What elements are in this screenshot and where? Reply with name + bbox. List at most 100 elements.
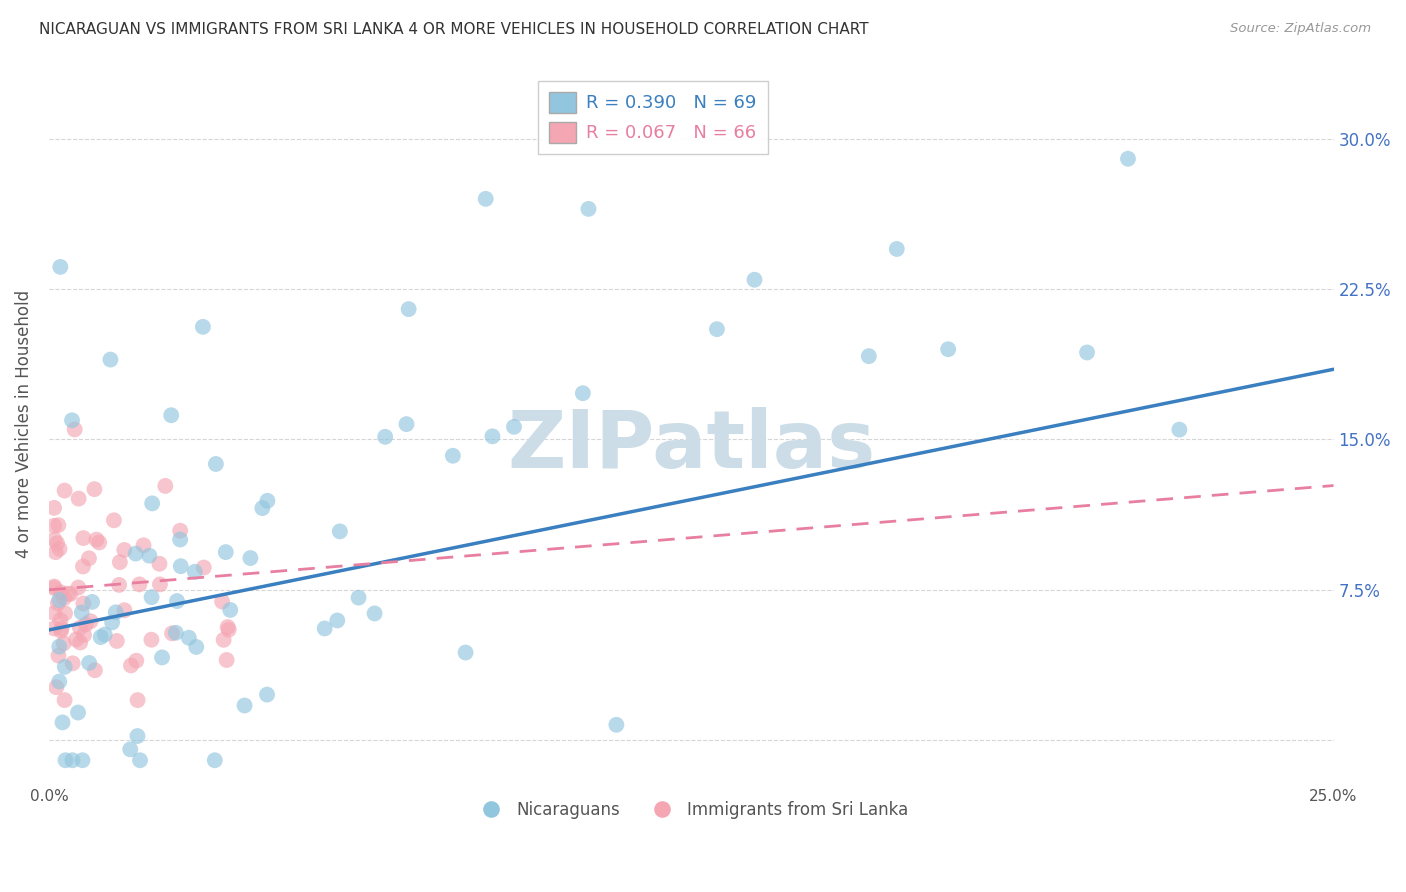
Point: [572, 386, 595, 401]
Point: [49, 260, 72, 274]
Point: [186, 640, 208, 654]
Point: [165, 625, 187, 640]
Point: [395, 417, 418, 431]
Point: [184, 565, 207, 579]
Point: [48, 541, 70, 556]
Point: [101, 615, 124, 630]
Point: [129, 753, 152, 767]
Point: [125, 654, 148, 668]
Point: [75, 617, 97, 632]
Point: [374, 430, 396, 444]
Point: [52, 591, 75, 606]
Point: [83, 482, 105, 496]
Point: [77, 551, 100, 566]
Point: [211, 594, 233, 608]
Point: [108, 578, 131, 592]
Point: [170, 559, 193, 574]
Point: [49, 613, 72, 627]
Point: [454, 646, 477, 660]
Point: [474, 192, 496, 206]
Point: [105, 634, 128, 648]
Point: [363, 607, 385, 621]
Point: [138, 549, 160, 563]
Point: [53, 483, 76, 498]
Point: [219, 603, 242, 617]
Point: [132, 538, 155, 552]
Point: [60, 413, 83, 427]
Point: [89, 535, 111, 549]
Point: [114, 603, 136, 617]
Point: [858, 349, 880, 363]
Point: [67, 491, 90, 506]
Point: [69, 635, 91, 649]
Point: [100, 352, 122, 367]
Point: [53, 660, 76, 674]
Point: [193, 560, 215, 574]
Point: [77, 656, 100, 670]
Point: [141, 496, 163, 510]
Point: [112, 543, 135, 558]
Point: [149, 577, 172, 591]
Point: [127, 693, 149, 707]
Point: [67, 706, 90, 720]
Point: [108, 555, 131, 569]
Point: [48, 674, 70, 689]
Point: [63, 422, 86, 436]
Point: [42, 622, 65, 636]
Point: [42, 580, 65, 594]
Point: [69, 621, 91, 635]
Point: [398, 302, 420, 317]
Point: [51, 715, 73, 730]
Point: [205, 457, 228, 471]
Point: [124, 547, 146, 561]
Point: [52, 636, 75, 650]
Point: [329, 524, 352, 539]
Point: [605, 718, 627, 732]
Point: [141, 590, 163, 604]
Point: [155, 479, 177, 493]
Point: [59, 587, 82, 601]
Point: [256, 688, 278, 702]
Point: [42, 581, 65, 595]
Point: [314, 622, 336, 636]
Point: [166, 594, 188, 608]
Point: [86, 533, 108, 547]
Point: [65, 632, 87, 647]
Point: [177, 631, 200, 645]
Y-axis label: 4 or more Vehicles in Household: 4 or more Vehicles in Household: [15, 291, 32, 558]
Point: [72, 531, 94, 545]
Point: [252, 501, 274, 516]
Point: [128, 577, 150, 591]
Point: [62, 657, 84, 671]
Point: [93, 627, 115, 641]
Point: [215, 653, 238, 667]
Point: [42, 500, 65, 515]
Point: [886, 242, 908, 256]
Point: [141, 632, 163, 647]
Point: [148, 557, 170, 571]
Point: [481, 429, 503, 443]
Point: [48, 640, 70, 654]
Point: [46, 596, 69, 610]
Point: [48, 648, 70, 663]
Point: [1076, 345, 1098, 359]
Point: [150, 650, 173, 665]
Point: [62, 753, 84, 767]
Point: [67, 581, 90, 595]
Point: [103, 513, 125, 527]
Point: [51, 622, 73, 636]
Point: [73, 628, 96, 642]
Point: [70, 606, 93, 620]
Point: [45, 545, 67, 559]
Point: [160, 626, 183, 640]
Text: ZIPatlas: ZIPatlas: [508, 407, 876, 484]
Point: [44, 606, 66, 620]
Point: [256, 493, 278, 508]
Point: [46, 536, 69, 550]
Point: [72, 597, 94, 611]
Point: [326, 614, 349, 628]
Point: [936, 343, 959, 357]
Text: Source: ZipAtlas.com: Source: ZipAtlas.com: [1230, 22, 1371, 36]
Point: [218, 623, 240, 637]
Point: [53, 693, 76, 707]
